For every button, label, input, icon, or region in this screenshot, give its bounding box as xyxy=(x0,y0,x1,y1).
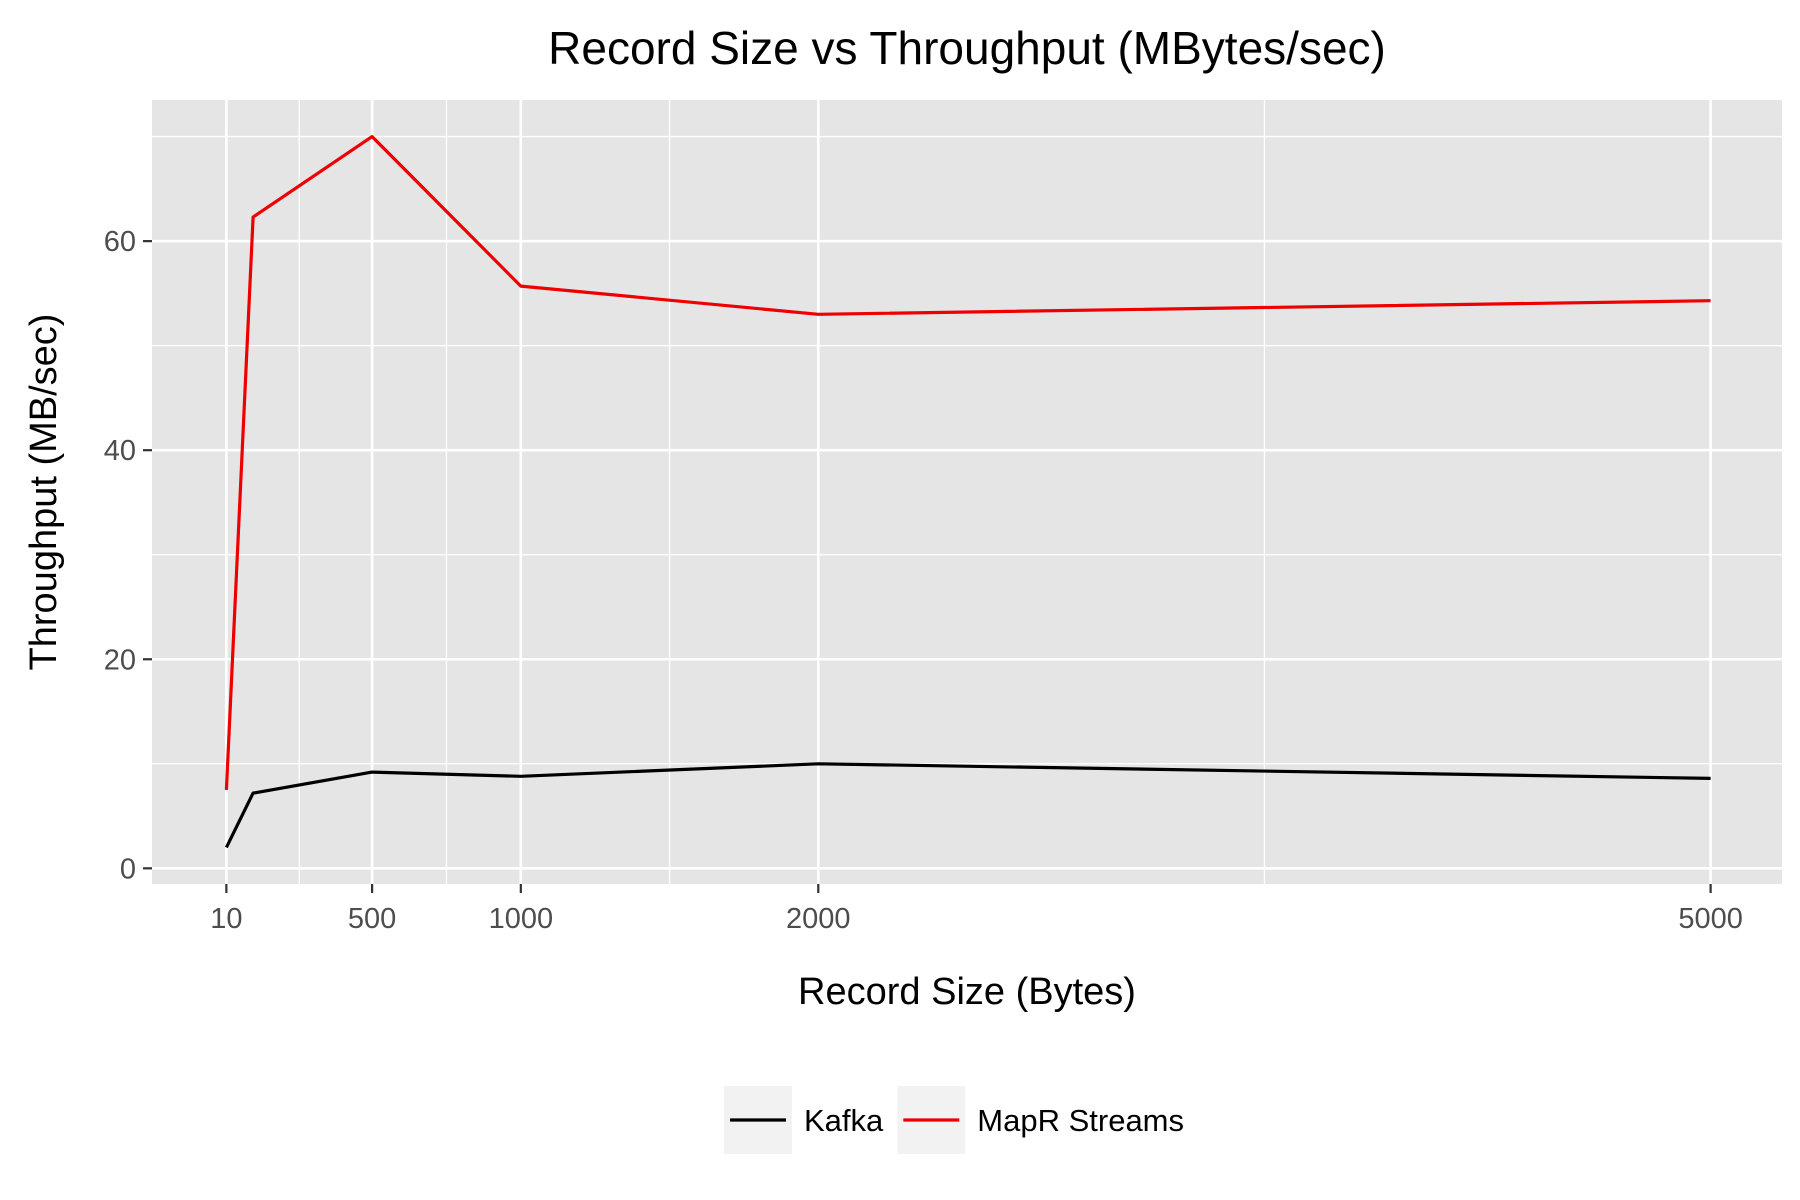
x-tick-label: 1000 xyxy=(489,903,554,935)
x-tick-label: 2000 xyxy=(786,903,851,935)
series-layer xyxy=(224,135,1711,849)
chart-title: Record Size vs Throughput (MBytes/sec) xyxy=(548,22,1386,74)
tick-labels: 10 500 1000 2000 5000 0 20 40 60 xyxy=(104,226,1743,935)
series-line-mapr-streams xyxy=(224,135,1711,790)
y-tick-label: 60 xyxy=(104,226,136,258)
y-axis-title: Throughput (MB/sec) xyxy=(23,314,65,671)
legend: Kafka MapR Streams xyxy=(724,1086,1184,1154)
series-line-kafka xyxy=(224,762,1711,849)
legend-label-kafka: Kafka xyxy=(804,1103,884,1138)
x-tick-label: 10 xyxy=(210,903,242,935)
x-tick-label: 500 xyxy=(348,903,396,935)
y-tick-label: 0 xyxy=(120,853,136,885)
grid-major xyxy=(152,100,1782,884)
plot-panel xyxy=(152,100,1782,884)
x-axis-title: Record Size (Bytes) xyxy=(798,971,1136,1013)
grid-minor xyxy=(152,100,1782,884)
y-tick-label: 20 xyxy=(104,644,136,676)
y-tick-label: 40 xyxy=(104,435,136,467)
axis-ticks xyxy=(143,240,1712,893)
legend-label-mapr-streams: MapR Streams xyxy=(977,1103,1184,1138)
x-tick-label: 5000 xyxy=(1678,903,1743,935)
